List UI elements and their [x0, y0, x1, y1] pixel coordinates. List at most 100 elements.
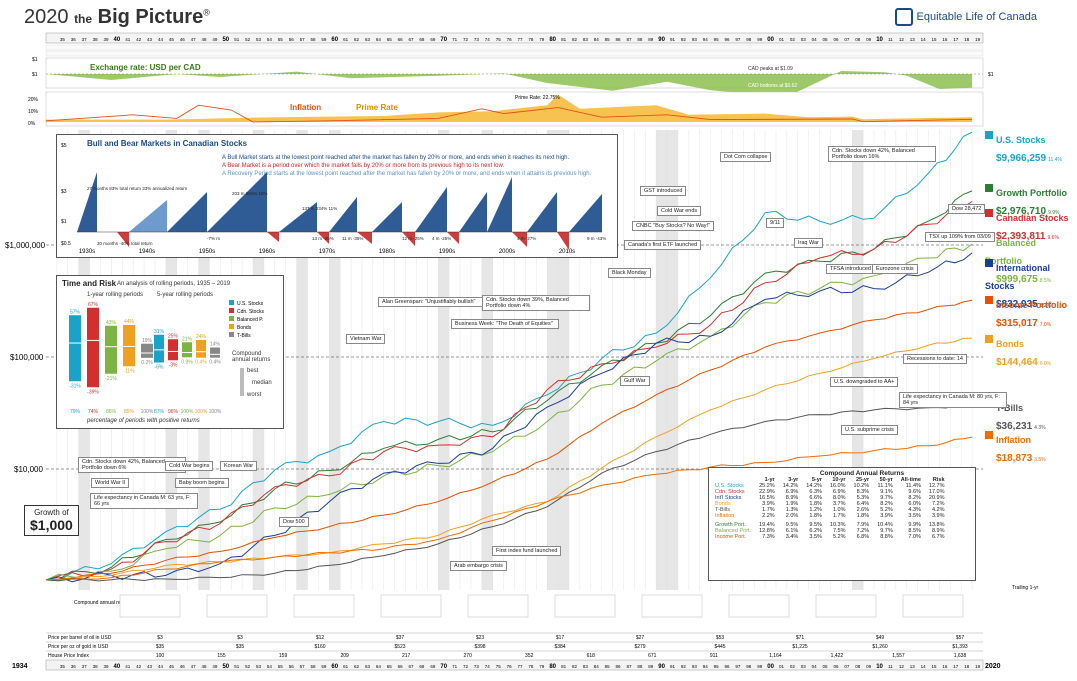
cagr-header-cell: 25-yr [855, 477, 870, 483]
year-label-bottom: 81 [561, 664, 567, 669]
five-year-label: 5-year rolling periods [157, 292, 214, 298]
cagr-cell: 5.2% [832, 534, 846, 540]
annotation-box: Korean War [220, 461, 258, 471]
year-label-bottom: 17 [953, 664, 959, 669]
bull-market-shape [415, 187, 447, 232]
series-line-canadian-stocks [45, 201, 973, 581]
cagr-cell: 2.0% [785, 513, 799, 519]
us-president-strip [45, 50, 984, 57]
annotation-box: Iraq War [794, 238, 823, 248]
cagr-cell: 9.7% [880, 528, 893, 534]
cagr-cell: T-Bills [715, 507, 730, 513]
year-label-bottom: 73 [474, 664, 480, 669]
year-label-bottom: 37 [82, 664, 88, 669]
cagr-cell: 2.2% [762, 513, 775, 519]
risk-bar [69, 315, 81, 382]
oil-value: $3 [157, 635, 163, 641]
year-label-bottom: 08 [855, 664, 861, 669]
ylabel-100k: $100,000 [10, 353, 44, 362]
cagr-cell: 8.9% [785, 495, 799, 501]
cagr-cell: 3.5% [809, 534, 822, 540]
series-value: $9,966,259 [996, 153, 1047, 164]
year-label-top: 46 [180, 37, 186, 42]
risk-top-label: 14% [210, 342, 221, 348]
series-name: Bonds [996, 339, 1024, 349]
risk-top-label: 43% [106, 320, 117, 326]
year-label-top: 81 [561, 37, 567, 42]
time-risk-panel: Time and Risk An analysis of rolling per… [56, 275, 284, 429]
time-risk-bars: 57% -31% 79% 67% -39% 74% 43% -21% 86% 44% -11% 85%… [69, 302, 222, 415]
cagr-header-cell: All-time [900, 477, 921, 483]
inflation-label: Inflation [290, 103, 321, 112]
annotation-box: Alan Greenspan: "Unjustifiably bullish" [378, 297, 486, 307]
year-label-top: 52 [245, 37, 251, 42]
series-value-row: $144,464 6.0% [996, 352, 1075, 370]
recession-band [329, 130, 341, 590]
cagr-cell: Growth Port. [715, 522, 746, 528]
annotation-box: Recessions to date: 14 [903, 354, 967, 364]
series-value: $144,464 [996, 357, 1038, 368]
cagr-cell: 25.2% [759, 483, 775, 489]
series-name: U.S. Stocks [996, 135, 1046, 145]
table-row: Balanced Port. 12.8% 6.1% 6.2% 7.5% 7.2% 9.7% 8… [711, 528, 949, 534]
cagr-cell: 1.7% [762, 507, 775, 513]
risk-pct-label: 100% [195, 409, 208, 415]
year-label-top: 86 [616, 37, 622, 42]
year-label-top: 92 [681, 37, 687, 42]
year-label-bottom: 80 [549, 664, 556, 670]
year-label-top: 90 [658, 37, 665, 43]
recession-band [438, 130, 450, 590]
bb-note: 11 m -35% [342, 236, 363, 241]
year-label-top: 35 [60, 37, 66, 42]
series-label-canadian-stocks: Canadian Stocks $2,393,811 9.6% [985, 208, 1075, 244]
bull-bear-title: Bull and Bear Markets in Canadian Stocks [87, 139, 248, 148]
risk-bar [141, 343, 153, 358]
year-label-bottom: 13 [910, 664, 916, 669]
risk-pct-label: 74% [88, 409, 99, 415]
year-label-top: 87 [626, 37, 632, 42]
series-label-international-stocks: International Stocks $832,935 8.2% [985, 258, 1075, 312]
time-risk-legend: U.S. Stocks Cdn. Stocks Balanced P. Bonds T-… [229, 300, 264, 396]
year-label-bottom: 59 [321, 664, 327, 669]
year-label-bottom: 04 [812, 664, 818, 669]
cagr-header-cell: Risk [932, 477, 945, 483]
cagr-cell: 8.0% [832, 495, 846, 501]
series-value-row: $999,675 8.5% [996, 269, 1075, 287]
year-label-top: 48 [202, 37, 208, 42]
year-label-bottom: 63 [365, 664, 371, 669]
bull-market-shape [569, 194, 602, 232]
worst-label: worst [247, 392, 262, 398]
year-label-bottom: 02 [790, 664, 796, 669]
year-label-bottom: 50 [222, 664, 229, 670]
annotation-box: Gulf War [620, 376, 650, 386]
year-label-bottom: 74 [485, 664, 491, 669]
bb-note: 4 m -27% [517, 236, 536, 241]
risk-pct-label: 87% [154, 409, 165, 415]
legend-swatch-icon [229, 300, 234, 305]
title-reg: ® [203, 7, 210, 18]
series-swatch-icon [985, 296, 993, 304]
gold-value: $1,393 [952, 644, 968, 650]
annotation-box: TFSA introduced [826, 264, 875, 274]
year-label-top: 11 [888, 37, 893, 42]
cagr-cell: 1.2% [809, 507, 822, 513]
annotation-box: Eurozone crisis [872, 264, 918, 274]
cagr-cell: 9.6% [908, 489, 921, 495]
year-label-top: 55 [278, 37, 284, 42]
title-main: Big Picture [97, 6, 204, 28]
cagr-cell: Cdn. Stocks [715, 489, 745, 495]
year-label-bottom: 36 [71, 664, 77, 669]
exchange-rate-label: Exchange rate: USD per CAD [90, 63, 201, 72]
risk-top-label: 25% [168, 333, 179, 339]
cagr-cell: 9.5% [809, 522, 822, 528]
company-logo: Equitable Life of Canada [894, 8, 1037, 26]
year-label-top: 78 [528, 37, 534, 42]
bull-market-shape [77, 172, 97, 232]
risk-bar [87, 307, 99, 388]
cagr-cell: 6.2% [809, 528, 822, 534]
series-lines [45, 131, 973, 583]
annotation-box: Cold War ends [657, 206, 702, 216]
bull-market-shape [129, 200, 167, 232]
decade-box [467, 594, 529, 618]
year-label-top: 58 [310, 37, 316, 42]
